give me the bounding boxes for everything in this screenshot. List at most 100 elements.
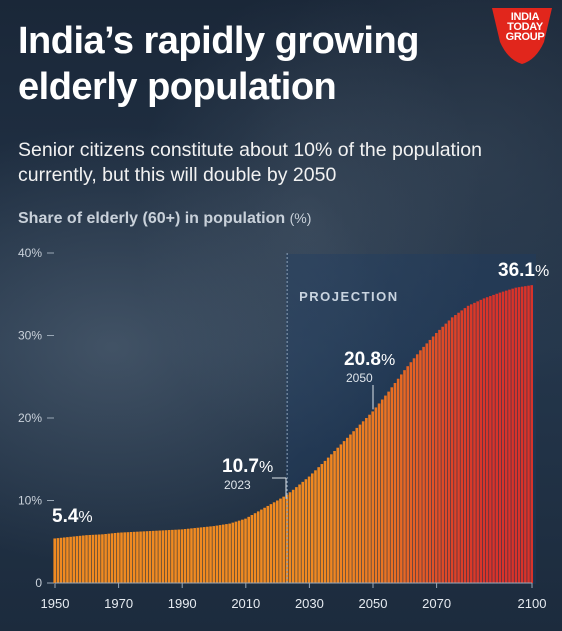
bar <box>202 527 206 583</box>
bar <box>266 505 270 583</box>
bar <box>415 354 419 583</box>
bar <box>158 530 161 583</box>
annotation-number: 5.4 <box>52 506 79 527</box>
bar <box>342 441 346 583</box>
bar <box>314 470 317 583</box>
bar <box>501 291 505 583</box>
bar <box>495 293 499 583</box>
y-tick-label: 10% <box>18 494 42 508</box>
bar <box>279 498 282 583</box>
bar <box>155 530 158 583</box>
bar <box>129 532 133 583</box>
annotation-value: 5.4% <box>52 506 93 527</box>
bar <box>371 411 375 583</box>
bar <box>117 532 120 583</box>
bar <box>180 529 184 584</box>
bar <box>431 336 435 583</box>
annotation-percent: % <box>535 263 549 280</box>
x-tick-label: 1990 <box>168 596 197 611</box>
bar <box>196 527 200 583</box>
bar <box>145 531 149 583</box>
bar <box>53 538 57 583</box>
bar <box>62 537 66 583</box>
bar <box>530 285 534 583</box>
bar <box>377 403 381 583</box>
annotation-percent: % <box>381 352 395 369</box>
bar <box>349 434 352 583</box>
page-subtitle: Senior citizens constitute about 10% of … <box>18 139 482 186</box>
bar <box>206 526 209 583</box>
bar <box>237 520 241 583</box>
bar <box>466 305 470 583</box>
bar <box>225 524 228 583</box>
bar <box>476 301 479 583</box>
y-tick-label: 40% <box>18 246 42 260</box>
bar <box>508 289 511 583</box>
bar <box>368 414 371 583</box>
y-tick-label: 20% <box>18 411 42 425</box>
bar <box>419 350 422 583</box>
bar <box>485 297 489 583</box>
bar <box>94 534 98 583</box>
x-tick-label: 2100 <box>518 596 547 611</box>
bar <box>136 531 139 583</box>
annotation-year: 2023 <box>224 478 251 492</box>
bar <box>358 424 362 583</box>
bar <box>282 496 285 583</box>
logo-text: INDIA TODAY GROUP <box>496 12 554 43</box>
bar <box>161 530 165 583</box>
x-tick-label: 2010 <box>231 596 260 611</box>
bar <box>186 528 190 583</box>
bar <box>59 537 63 583</box>
logo-line-3: GROUP <box>505 31 545 43</box>
bar <box>454 315 457 583</box>
bar <box>384 395 387 583</box>
bar <box>291 489 295 583</box>
annotation-number: 36.1 <box>498 260 535 281</box>
bar <box>91 534 95 583</box>
bar <box>120 532 123 583</box>
bar <box>352 431 355 583</box>
annotation-year: 2050 <box>346 371 373 385</box>
annotation-value: 10.7% <box>222 456 273 477</box>
bar <box>441 326 444 583</box>
bar <box>406 366 409 583</box>
page-title: India’s rapidly growing elderly populati… <box>18 20 419 108</box>
bar <box>174 529 177 583</box>
bar <box>295 487 298 583</box>
bars-group <box>53 285 534 584</box>
bar <box>301 481 305 583</box>
x-tick-label: 2050 <box>359 596 388 611</box>
bar <box>272 502 276 583</box>
bar <box>409 362 413 583</box>
bar <box>524 286 527 583</box>
bar <box>218 525 222 583</box>
bar <box>403 370 406 583</box>
bar <box>256 511 260 583</box>
bar <box>241 519 244 583</box>
bar <box>317 467 320 583</box>
bar <box>139 531 142 583</box>
bar <box>132 531 136 583</box>
bar <box>527 285 530 583</box>
bar <box>101 534 104 583</box>
bar <box>444 323 448 583</box>
bar <box>75 536 79 583</box>
bar <box>355 427 359 583</box>
bar <box>517 287 521 583</box>
bar <box>212 526 216 583</box>
bar <box>330 454 333 583</box>
bar <box>72 536 76 583</box>
bar <box>463 308 467 583</box>
bar <box>469 304 473 583</box>
bar <box>336 447 340 583</box>
bar <box>263 507 266 583</box>
bar <box>97 534 101 583</box>
bar <box>247 516 250 583</box>
y-gridlines <box>47 252 54 584</box>
bar <box>374 407 378 583</box>
bar <box>320 464 324 583</box>
chart-title: Share of elderly (60+) in population (%) <box>18 210 311 228</box>
